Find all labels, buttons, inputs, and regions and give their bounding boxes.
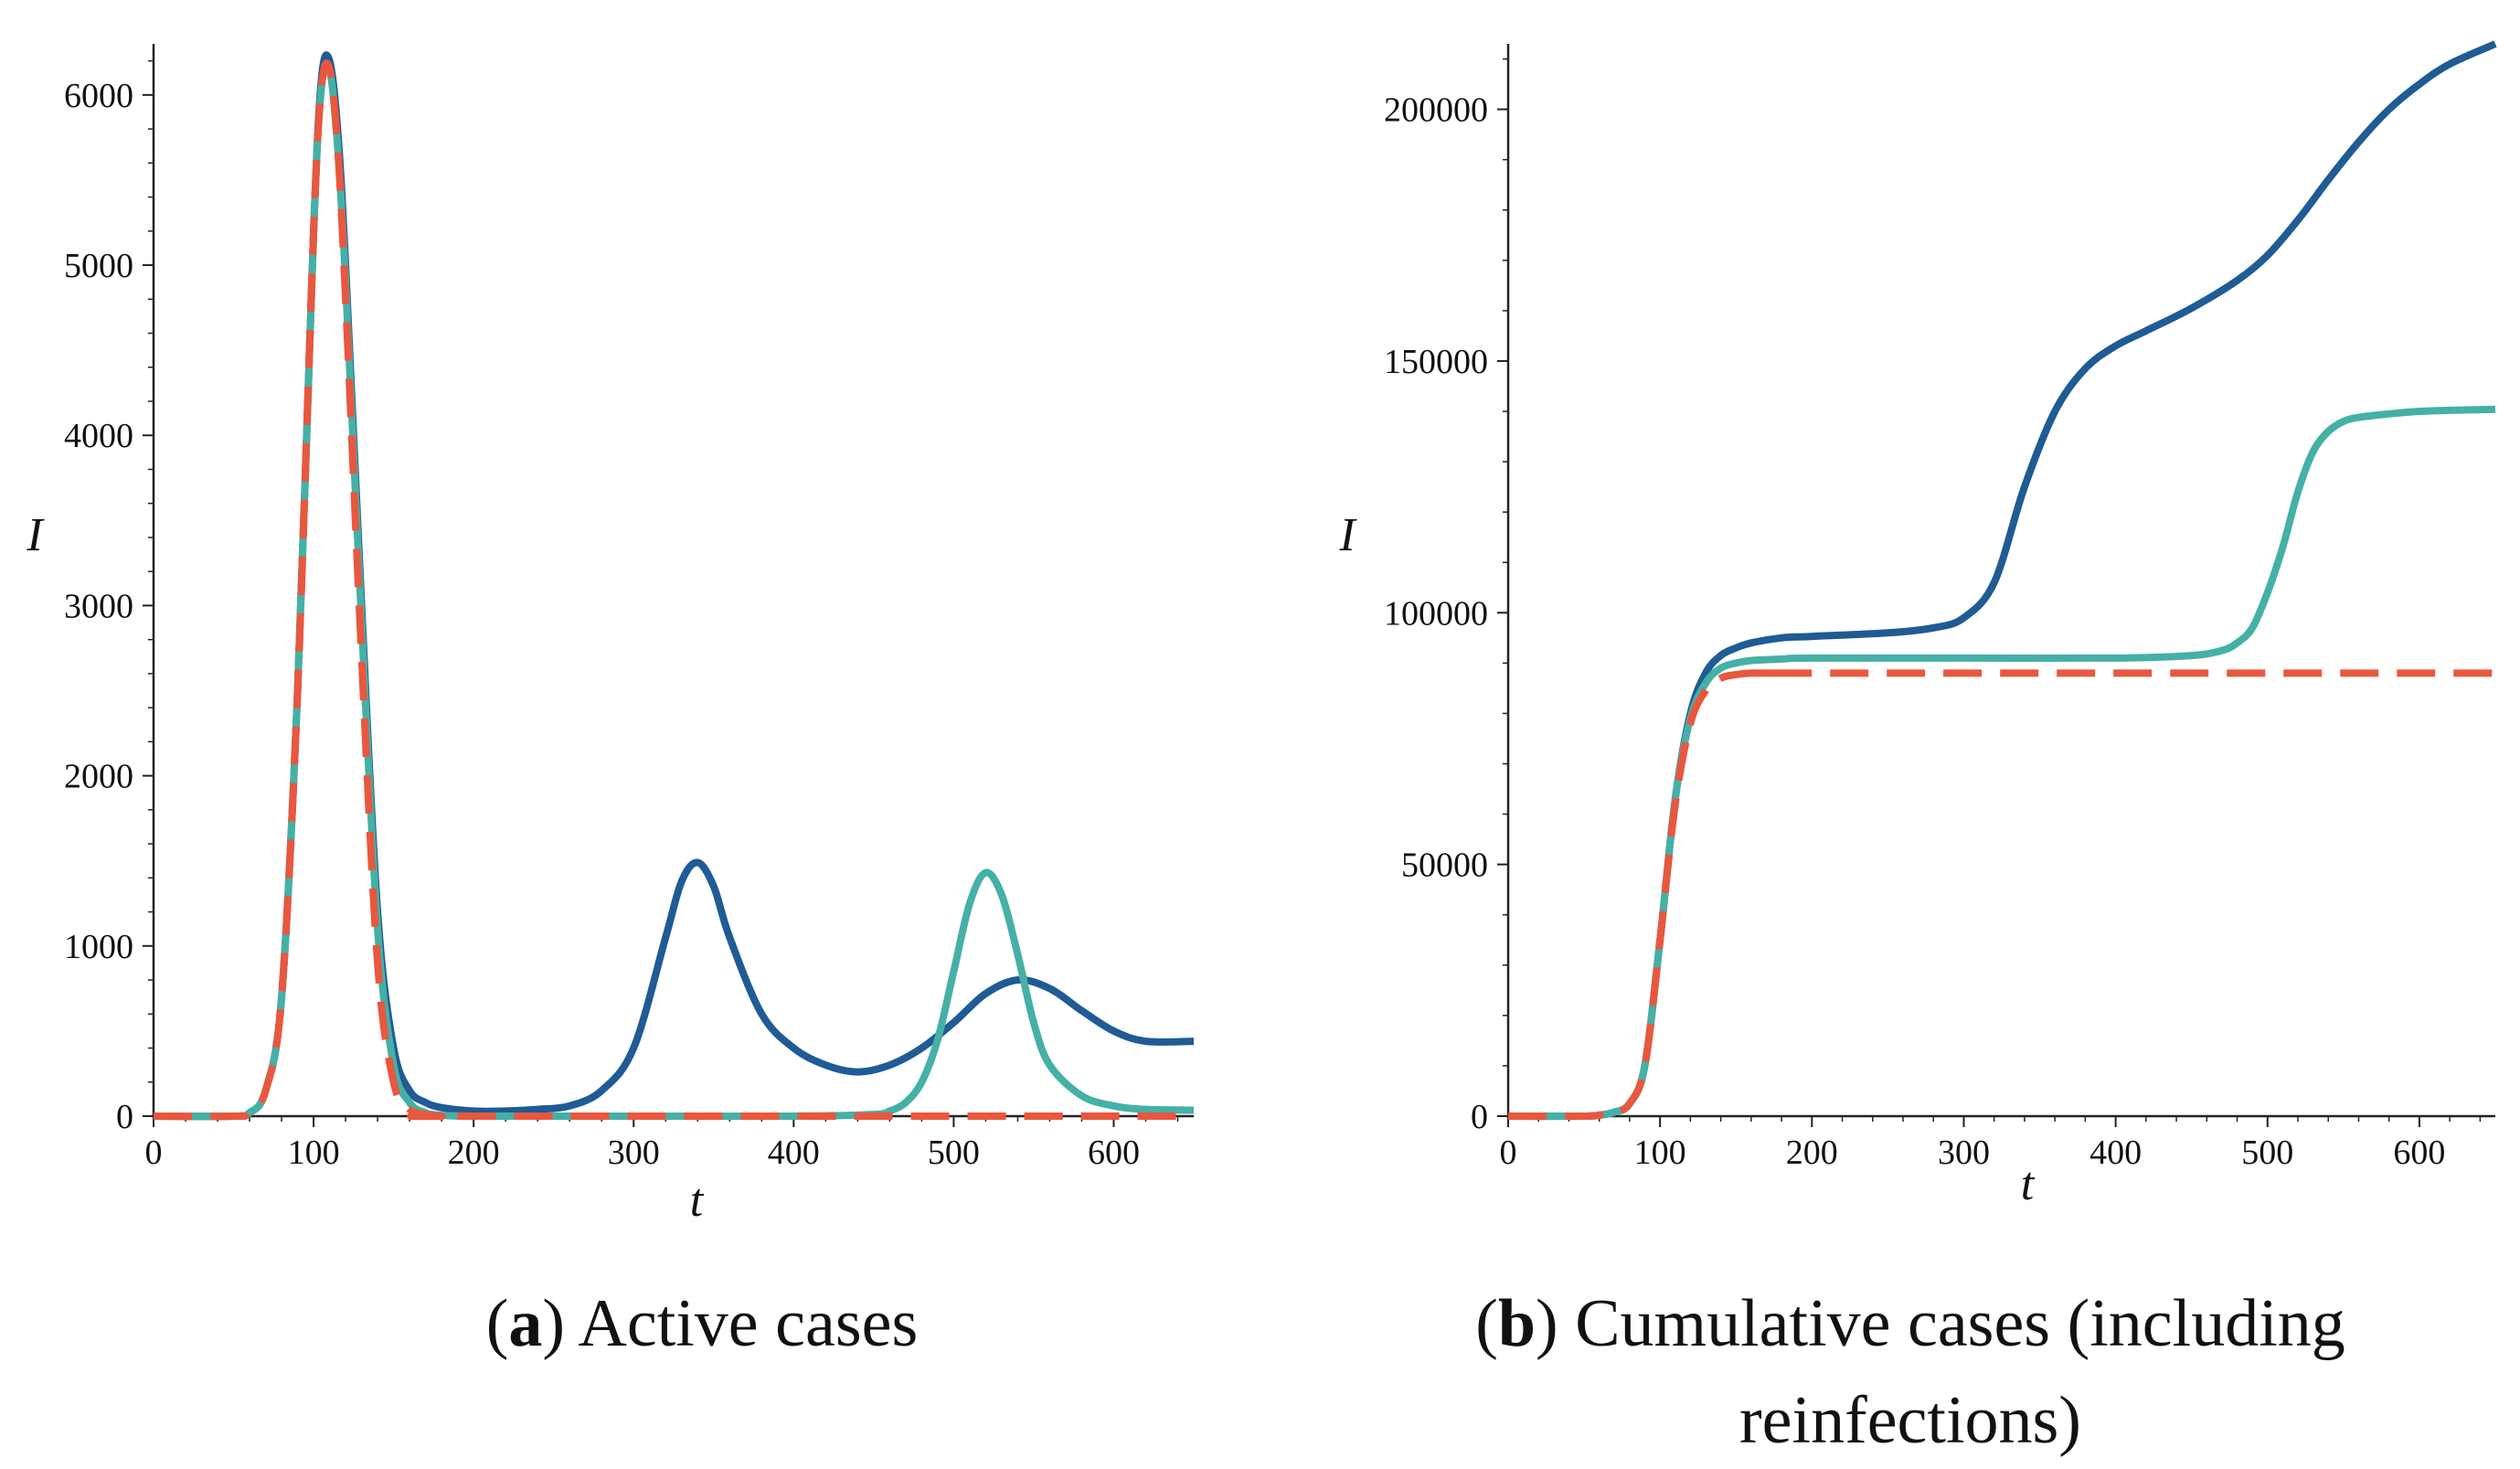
- panel-b-x-tick-label: 500: [2241, 1134, 2293, 1172]
- caption-b-letter: b: [1497, 1286, 1536, 1361]
- panel-a-ylabel: I: [26, 509, 45, 561]
- panel-a-series-red-line: [153, 59, 1194, 1121]
- panel-a-x-tick-label: 300: [608, 1134, 660, 1172]
- panel-a-series-teal-line: [153, 59, 1195, 1121]
- panel-b-y-ticks: 0 50000 100000 150000 200000: [1384, 58, 1508, 1136]
- panel-a-y-tick-label: 3000: [64, 587, 133, 625]
- panel-a-x-ticks: 0 100 200 300 400 500 600: [145, 1116, 1179, 1172]
- panel-a-series-dark-blue-line: [153, 51, 1195, 1121]
- panel-b-xlabel: t: [2021, 1158, 2036, 1210]
- panel-b-series-teal-line: [1507, 405, 2496, 1121]
- panel-b-x-tick-label: 300: [1938, 1134, 1990, 1172]
- panel-a-x-tick-label: 600: [1088, 1134, 1140, 1172]
- panel-a-x-tick-label: 500: [928, 1134, 980, 1172]
- panel-a-series-lines: [153, 51, 1195, 1121]
- panel-a-y-tick-label: 4000: [64, 417, 133, 455]
- panel-b-cumulative-cases: 0 50000 100000 150000 200000 0 100 200 300 400 50…: [1338, 40, 2497, 1210]
- panel-b-x-tick-label: 600: [2393, 1134, 2445, 1172]
- caption-b-text: Cumulative cases (including reinfections…: [1575, 1286, 2345, 1458]
- panel-a-x-tick-label: 400: [768, 1134, 820, 1172]
- caption-b: (b) Cumulative cases (including reinfect…: [1475, 1286, 2345, 1458]
- panel-b-x-tick-label: 100: [1634, 1134, 1686, 1172]
- panel-a-active-cases: 0 1000 2000 3000 4000 5000 6000 0 100 200 300 400 5…: [26, 44, 1195, 1227]
- panel-b-x-tick-label: 200: [1786, 1134, 1838, 1172]
- panel-b-x-tick-label: 0: [1500, 1134, 1517, 1172]
- caption-a: (a) Active cases: [485, 1286, 919, 1361]
- panel-a-y-ticks: 0 1000 2000 3000 4000 5000 6000: [64, 59, 154, 1136]
- panel-b-y-tick-label: 100000: [1384, 594, 1488, 633]
- panel-b-y-tick-label: 50000: [1401, 846, 1488, 885]
- panel-b-x-ticks: 0 100 200 300 400 500 600: [1500, 1116, 2482, 1172]
- panel-a-x-tick-label: 0: [145, 1134, 163, 1172]
- panel-a-x-tick-label: 200: [448, 1134, 500, 1172]
- panel-a-y-tick-label: 5000: [64, 247, 133, 285]
- panel-a-y-tick-label: 6000: [64, 77, 133, 115]
- panel-b-y-tick-label: 150000: [1384, 343, 1488, 381]
- panel-b-x-tick-label: 400: [2089, 1134, 2142, 1172]
- panel-b-series-red-line: [1507, 669, 2495, 1121]
- caption-a-text: Active cases: [578, 1286, 919, 1361]
- panel-a-y-tick-label: 2000: [64, 758, 133, 796]
- caption-a-letter: a: [508, 1286, 543, 1361]
- panel-b-series-lines: [1507, 40, 2497, 1121]
- panel-b-ylabel: I: [1338, 509, 1357, 561]
- panel-a-x-tick-label: 100: [288, 1134, 340, 1172]
- panel-a-xlabel: t: [690, 1175, 705, 1227]
- panel-b-y-tick-label: 200000: [1384, 91, 1488, 130]
- panel-a-y-tick-label: 0: [116, 1098, 133, 1136]
- panel-a-y-tick-label: 1000: [64, 928, 133, 966]
- panel-b-y-tick-label: 0: [1471, 1098, 1488, 1136]
